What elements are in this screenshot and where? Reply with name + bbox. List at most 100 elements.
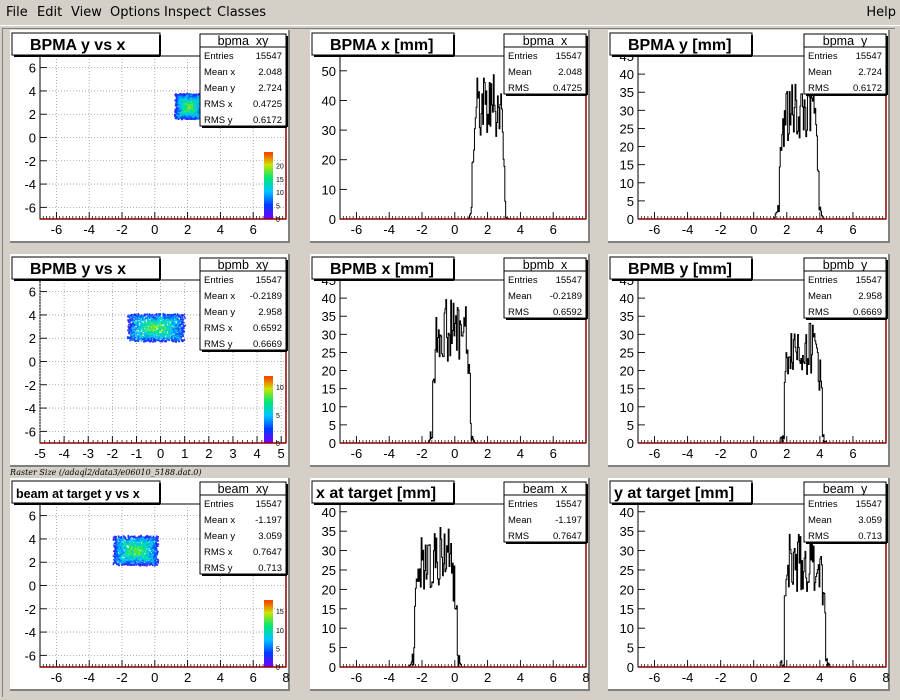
heatmap-cell (198, 107, 200, 110)
heatmap-cell (169, 330, 172, 332)
heatmap-cell (151, 322, 153, 325)
heatmap-cell (161, 331, 163, 334)
heatmap-cell (147, 557, 150, 559)
heatmap-cell (154, 330, 156, 333)
heatmap-cell (181, 316, 184, 318)
y-tick-label: -2 (24, 602, 36, 617)
heatmap-cell (139, 324, 142, 327)
x-tick-label: 6 (550, 446, 557, 461)
heatmap-cell (155, 558, 158, 560)
heatmap-cell (150, 340, 153, 342)
heatmap-cell (125, 558, 127, 561)
y-tick-label: 25 (620, 121, 634, 136)
menu-view[interactable]: View (71, 5, 102, 20)
heatmap-cell (190, 108, 192, 110)
stats-value: 0.6669 (253, 339, 282, 350)
heatmap-cell (154, 317, 157, 319)
heatmap-cell (145, 561, 148, 564)
pad-bpma-y[interactable]: -6-4-20246051015202530354045BPMA y [mm]b… (608, 30, 890, 243)
heatmap-cell (135, 334, 138, 337)
heatmap-cell (142, 337, 144, 340)
pad-bpmb-x[interactable]: -6-4-20246051015202530354045BPMB x [mm]b… (310, 254, 590, 467)
heatmap-cell (138, 536, 140, 539)
heatmap-cell (116, 563, 118, 566)
heatmap-cell (168, 339, 170, 342)
heatmap-cell (188, 115, 191, 118)
heatmap-cell (190, 104, 193, 106)
heatmap-cell (140, 561, 143, 564)
heatmap-cell (142, 317, 145, 320)
heatmap-cell (149, 541, 152, 544)
pad-bpmb-y[interactable]: -6-4-20246051015202530354045BPMB y [mm]b… (608, 254, 890, 467)
heatmap-cell (197, 117, 199, 119)
heatmap-cell (170, 332, 172, 335)
chart-title: BPMA y [mm] (628, 37, 731, 54)
heatmap-cell (152, 545, 155, 548)
heatmap-cell (195, 101, 198, 103)
heatmap-cell (139, 550, 142, 553)
heatmap-cell (132, 547, 134, 549)
heatmap-cell (176, 317, 178, 320)
heatmap-cell (143, 544, 146, 546)
heatmap-cell (137, 312, 140, 315)
heatmap-cell (185, 98, 187, 100)
heatmap-cell (147, 329, 150, 332)
palette-band (264, 185, 273, 189)
heatmap-cell (128, 557, 131, 560)
stats-box (503, 33, 587, 95)
heatmap-cell (153, 340, 155, 343)
pad-bpma-xy[interactable]: -6 -4 -2 0 2 4 6 -6 -4 -2 0 2 4 6 0 5 10 15 20 BPMA y vs x b… (10, 30, 290, 243)
pad-bpmb-xy[interactable]: -5 -4 -3 -2 -1 0 1 2 3 4 5 -6 -4 -2 0 2 4 6 0 5 10 BPMB y vs … (10, 254, 290, 467)
heatmap-cell (148, 554, 151, 557)
heatmap-cell (129, 543, 131, 545)
heatmap-cell (113, 552, 116, 554)
heatmap-cell (142, 542, 145, 544)
heatmap-cell (179, 315, 182, 318)
menu-options[interactable]: Options (110, 5, 161, 20)
heatmap-cell (161, 328, 164, 331)
heatmap-cell (177, 102, 180, 105)
menu-help[interactable]: Help (866, 5, 896, 20)
y-tick-label: -6 (24, 648, 36, 663)
heatmap-cell (172, 328, 175, 331)
menu-file[interactable]: File (6, 5, 28, 20)
heatmap-cell (155, 316, 157, 318)
heatmap-cell (168, 317, 171, 320)
heatmap-cell (173, 333, 175, 335)
heatmap-cell (116, 552, 118, 555)
menu-classes[interactable]: Classes (217, 5, 266, 20)
heatmap-cell (127, 337, 129, 340)
heatmap-cell (165, 340, 167, 343)
heatmap-cell (140, 315, 142, 318)
heatmap-cell (114, 557, 117, 560)
heatmap-cell (189, 96, 192, 99)
heatmap-cell (129, 319, 132, 322)
heatmap-cell (184, 107, 187, 109)
heatmap-cell (150, 537, 153, 539)
heatmap-cell (130, 329, 133, 331)
menu-inspect[interactable]: Inspect (164, 5, 212, 20)
y-tick-label: 0 (29, 579, 36, 594)
heatmap-cell (188, 107, 191, 110)
heatmap-cell (134, 557, 137, 560)
heatmap-cell (137, 536, 140, 539)
x-tick-label: -4 (83, 670, 95, 685)
heatmap-cell (118, 545, 121, 548)
palette-band (264, 402, 273, 406)
heatmap-cell (195, 117, 198, 120)
heatmap-cell (177, 316, 180, 319)
heatmap-cell (179, 110, 182, 112)
heatmap-cell (165, 333, 167, 336)
heatmap-cell (177, 323, 180, 326)
pad-beam-xy[interactable]: -6 -4 -2 0 2 4 6 8 -6 -4 -2 0 2 4 6 0 5 10 15 beam at targe… (10, 478, 290, 691)
heatmap-cell (130, 538, 132, 540)
pad-bpma-x[interactable]: -6 -4 -2 0 2 4 6 0 10 20 30 40 50 BPMA x [mm] bpma_x En… (310, 30, 590, 243)
heatmap-cell (140, 336, 143, 338)
menu-edit[interactable]: Edit (37, 5, 63, 20)
heatmap-cell (153, 555, 156, 557)
heatmap-cell (160, 328, 163, 331)
heatmap-cell (162, 338, 165, 341)
heatmap-cell (192, 118, 194, 120)
heatmap-cell (179, 94, 182, 96)
heatmap-cell (138, 551, 140, 554)
